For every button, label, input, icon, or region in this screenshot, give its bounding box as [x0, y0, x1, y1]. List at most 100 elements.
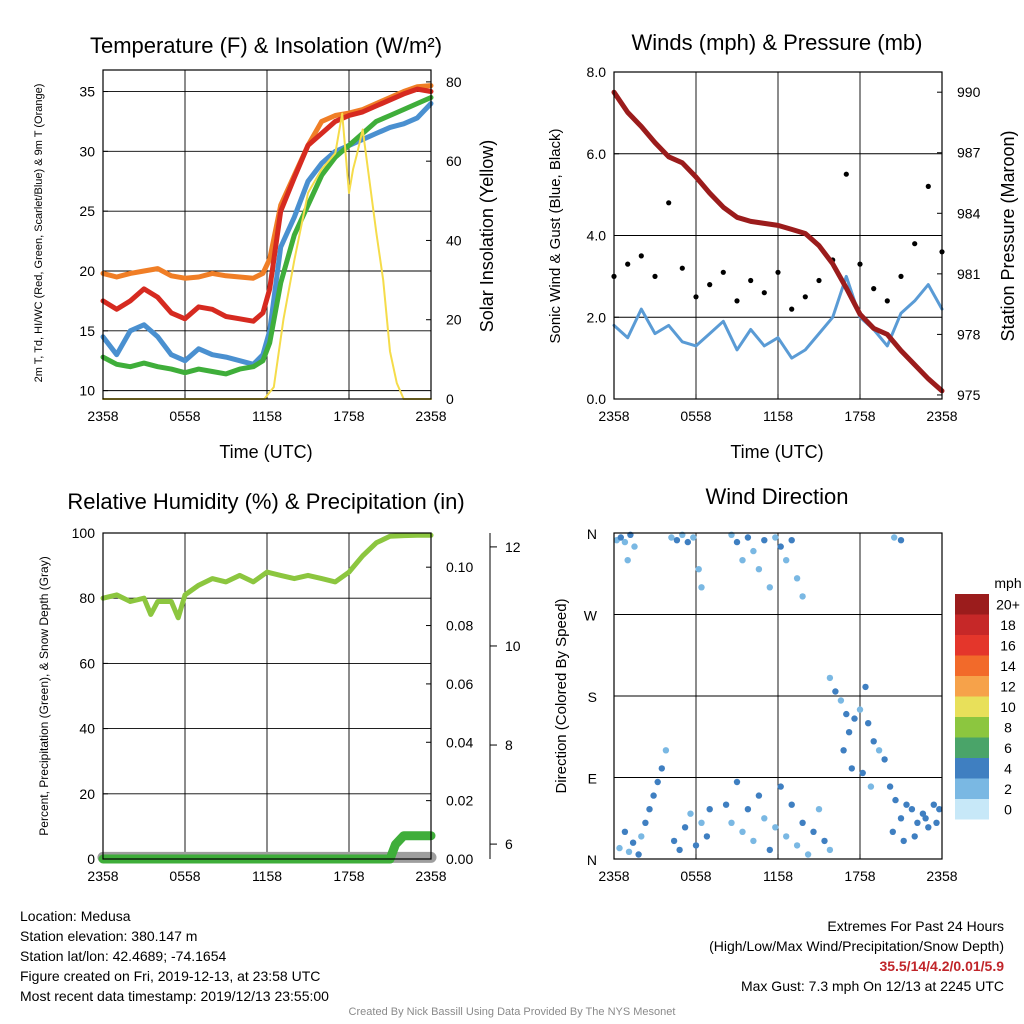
winds-y2tick-label: 990	[957, 84, 981, 100]
wind-direction-title: Wind Direction	[705, 484, 848, 509]
wind-direction-ytick-label: W	[584, 608, 598, 624]
winds-gust-point	[652, 273, 658, 279]
speed-legend-label: 6	[1004, 740, 1012, 756]
wind-direction-point	[750, 837, 757, 845]
winds-gust-point	[638, 253, 644, 259]
wind-direction-point	[783, 833, 790, 840]
speed-legend-swatch	[955, 696, 989, 717]
speed-legend-swatch	[955, 737, 989, 758]
temperature-ytick-label: 20	[79, 263, 95, 279]
max-gust-text: Max Gust: 7.3 mph On 12/13 at 2245 UTC	[740, 978, 1004, 994]
winds-y2tick-label: 978	[957, 326, 981, 342]
wind-direction-point	[777, 543, 784, 550]
wind-direction-point	[739, 828, 746, 835]
humidity-xtick-label: 2358	[415, 868, 446, 884]
speed-legend-label: 14	[1000, 658, 1016, 674]
wind-direction-point	[903, 801, 910, 808]
humidity-y2tick-label: 0.02	[446, 793, 473, 809]
wind-direction-point	[621, 828, 629, 835]
speed-legend-label: 0	[1004, 801, 1012, 817]
wind-direction-point	[650, 792, 657, 799]
temperature-ytick-label: 25	[79, 203, 95, 219]
temperature-y2tick-label: 20	[446, 312, 462, 328]
winds-gust-point	[734, 298, 740, 304]
temperature-series-green	[100, 95, 434, 377]
wind-direction-point	[744, 534, 752, 541]
temperature-xtick-label: 1158	[252, 408, 282, 424]
temperature-xlabel: Time (UTC)	[219, 442, 312, 462]
recent-text: Most recent data timestamp: 2019/12/13 2…	[20, 988, 329, 1004]
extremes-values: 35.5/14/4.2/0.01/5.9	[879, 958, 1004, 974]
wind-direction-point	[933, 819, 940, 826]
speed-legend: mph 20+ 18 16 14 12 10 8 6 4 2 0	[955, 575, 1022, 820]
temperature-y2tick-label: 0	[446, 391, 454, 407]
wind-direction-point	[804, 851, 812, 858]
wind-direction-point	[810, 828, 817, 835]
wind-direction-point	[793, 575, 801, 582]
wind-direction-ytick-label: S	[588, 689, 597, 705]
winds-gust-point	[802, 294, 808, 300]
wind-direction-point	[766, 846, 773, 854]
speed-legend-swatch	[955, 778, 989, 799]
temperature-ylabel: 2m T, Td, HI/WC (Red, Green, Scarlet/Blu…	[33, 84, 45, 383]
wind-direction-point	[845, 729, 853, 736]
wind-direction-point	[629, 839, 637, 846]
wind-direction-point	[881, 756, 888, 763]
wind-direction-point	[646, 806, 653, 813]
humidity-plot-area: 0 20 40 60 80 100 0.00 0.02 0.04 0.06 0.08 0.10 6 8 10…	[72, 525, 521, 884]
humidity-panel: Relative Humidity (%) & Precipitation (i…	[37, 489, 521, 884]
speed-legend-label: 20+	[996, 596, 1020, 612]
temperature-panel: Temperature (F) & Insolation (W/m²) 10 15…	[33, 33, 497, 462]
wind-direction-point	[706, 806, 713, 813]
wind-direction-point	[766, 584, 773, 591]
winds-gust-point	[720, 269, 726, 275]
wind-direction-point	[692, 842, 700, 849]
winds-gust-point	[679, 265, 685, 271]
wind-direction-point	[856, 706, 864, 713]
wind-direction-point	[865, 720, 872, 727]
snow-axis-tick-label: 12	[505, 539, 521, 555]
wind-direction-point	[761, 537, 768, 544]
wind-direction-point	[739, 557, 746, 564]
humidity-y2tick-label: 0.08	[446, 618, 473, 634]
temperature-ytick-label: 10	[79, 383, 95, 399]
winds-gust-point	[666, 200, 672, 206]
wind-direction-ytick-label: N	[587, 852, 597, 868]
speed-legend-swatch	[955, 799, 989, 820]
speed-legend-swatch	[955, 594, 989, 615]
humidity-ytick-label: 0	[87, 851, 95, 867]
speed-legend-label: 16	[1000, 637, 1016, 653]
snow-axis-tick-label: 8	[505, 737, 513, 753]
winds-xtick-label: 1758	[844, 408, 875, 424]
speed-legend-label: 10	[1000, 699, 1016, 715]
winds-ylabel: Sonic Wind & Gust (Blue, Black)	[547, 128, 564, 343]
winds-xtick-label: 2358	[926, 408, 957, 424]
wind-direction-point	[635, 851, 642, 858]
temperature-xtick-label: 2358	[415, 408, 446, 424]
winds-ytick-label: 8.0	[587, 64, 607, 80]
wind-direction-point	[616, 844, 623, 852]
wind-direction-point	[911, 833, 918, 840]
humidity-y2tick-label: 0.10	[446, 559, 473, 575]
winds-gust-point	[925, 183, 931, 189]
wind-direction-xtick-label: 2358	[926, 868, 957, 884]
humidity-series-rh	[100, 532, 434, 621]
wind-direction-point	[755, 792, 763, 799]
wind-direction-point	[788, 801, 795, 808]
wind-direction-point	[744, 806, 752, 813]
wind-direction-point	[684, 538, 691, 546]
wind-direction-point	[851, 715, 858, 722]
temperature-series-scarlet_blue	[100, 101, 434, 367]
wind-direction-point	[638, 833, 645, 840]
winds-gust-point	[707, 282, 713, 288]
wind-direction-point	[908, 806, 916, 813]
wind-direction-point	[772, 824, 779, 831]
speed-legend-label: 4	[1004, 760, 1012, 776]
wind-direction-point	[673, 537, 681, 544]
winds-ytick-label: 4.0	[587, 228, 607, 244]
station-info: Location: Medusa Station elevation: 380.…	[20, 906, 329, 1006]
wind-direction-point	[668, 534, 675, 541]
wind-direction-ytick-label: N	[587, 526, 597, 542]
